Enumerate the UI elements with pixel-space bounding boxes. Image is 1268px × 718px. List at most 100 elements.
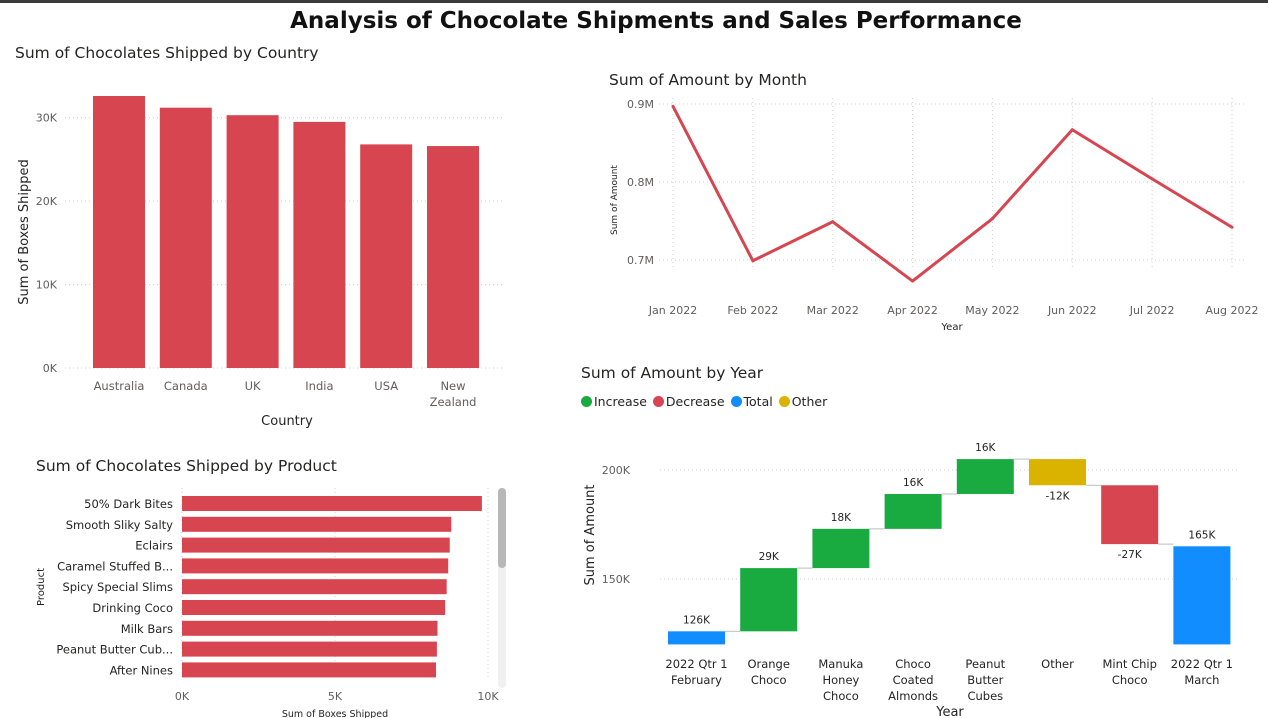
series-line (671, 105, 1233, 283)
bar (293, 121, 346, 368)
data-label: -27K (1118, 549, 1143, 561)
x-tick-label: May 2022 (965, 304, 1019, 317)
x-tick-label: Zealand (430, 395, 477, 409)
y-tick-label: 20K (36, 195, 58, 208)
product-bar-chart[interactable]: 0K 5K 10K 50% Dark Bites Smooth Sliky Salty E… (0, 480, 540, 718)
bar (182, 579, 447, 595)
x-tick-label: Aug 2022 (1206, 304, 1259, 317)
y-tick-label: 30K (36, 112, 58, 125)
year-chart-title: Sum of Amount by Year (581, 364, 764, 382)
y-tick-label: Spicy Special Slims (62, 580, 173, 594)
country-bar-chart[interactable]: 0K 10K 20K 30K Australia Canada UK India USA New Z… (0, 70, 560, 440)
x-tick-label: USA (374, 379, 398, 393)
x-tick-label: March (1184, 673, 1219, 687)
y-axis-title: Sum of Boxes Shipped (17, 159, 32, 304)
y-tick-label: 0.9M (627, 98, 654, 111)
x-axis-title: Year (940, 322, 963, 333)
product-scrollbar-thumb[interactable] (498, 488, 506, 568)
y-tick-label: 200K (602, 464, 631, 477)
bar (182, 537, 450, 553)
waterfall-bar (812, 528, 870, 569)
y-tick-label: Milk Bars (121, 622, 173, 636)
bar (159, 107, 212, 369)
y-tick-label: Peanut Butter Cub... (56, 643, 173, 657)
data-label: 16K (903, 477, 924, 489)
x-axis-title: Year (935, 705, 964, 718)
x-tick-label: Apr 2022 (887, 304, 938, 317)
product-scrollbar-track[interactable] (498, 488, 506, 688)
data-label: 29K (759, 551, 780, 563)
y-tick-label: Drinking Coco (92, 601, 173, 615)
country-chart-title: Sum of Chocolates Shipped by Country (15, 44, 319, 62)
y-tick-label: Smooth Sliky Salty (66, 518, 173, 532)
legend-dot-icon (730, 396, 742, 407)
bar (182, 620, 438, 636)
x-tick-label: New (440, 379, 465, 393)
x-tick-label: Choco (1112, 673, 1148, 687)
waterfall-bar (1029, 459, 1086, 486)
bar (182, 662, 436, 678)
bar (93, 96, 145, 368)
data-point (911, 279, 915, 283)
data-label: -12K (1045, 490, 1070, 502)
y-tick-label: Caramel Stuffed B... (57, 559, 173, 573)
data-point (751, 259, 755, 263)
y-tick-label: 150K (602, 573, 631, 586)
legend-item-other[interactable]: Other (778, 394, 827, 409)
bar (182, 558, 449, 574)
x-tick-label: Other (1041, 657, 1074, 671)
product-chart-title: Sum of Chocolates Shipped by Product (36, 457, 337, 475)
y-tick-label: 0.8M (627, 176, 654, 189)
x-tick-label: 10K (477, 690, 499, 703)
x-tick-label: Jun 2022 (1047, 304, 1097, 317)
legend-item-increase[interactable]: Increase (581, 394, 647, 409)
x-tick-label: 2022 Qtr 1 (1171, 657, 1233, 671)
x-tick-label: UK (245, 379, 261, 393)
x-axis-title: Sum of Boxes Shipped (282, 709, 388, 718)
bar (182, 516, 452, 532)
x-tick-label: 0K (175, 690, 190, 703)
waterfall-bar (956, 459, 1014, 494)
x-tick-label: Jan 2022 (648, 304, 697, 317)
x-tick-label: Coated (893, 673, 934, 687)
legend-item-decrease[interactable]: Decrease (652, 394, 725, 409)
x-tick-label: Choco (823, 689, 859, 703)
legend-dot-icon (581, 396, 592, 407)
data-point (671, 104, 675, 108)
y-axis-title: Product (36, 568, 47, 606)
x-tick-label: 2022 Qtr 1 (665, 657, 727, 671)
bar (360, 144, 413, 368)
x-tick-label: Jul 2022 (1129, 304, 1175, 317)
month-chart-title: Sum of Amount by Month (609, 71, 807, 89)
x-tick-label: Choco (895, 657, 931, 671)
legend-dot-icon (778, 396, 790, 407)
data-point (1150, 177, 1154, 181)
x-tick-label: February (671, 673, 722, 687)
x-tick-label: 5K (328, 690, 343, 703)
x-tick-label: Almonds (888, 689, 938, 703)
year-waterfall-chart[interactable]: 150K 200K 126K 2022 Qtr 1 February 29K Orange C… (560, 430, 1268, 718)
x-tick-label: Mint Chip (1103, 657, 1157, 671)
x-tick-label: Peanut (965, 657, 1005, 671)
x-tick-label: Choco (751, 673, 787, 687)
data-label: 16K (975, 442, 996, 454)
waterfall-bar (1173, 546, 1231, 645)
y-axis-title: Sum of Amount (610, 165, 620, 235)
data-point (990, 217, 994, 221)
x-tick-label: Feb 2022 (727, 304, 778, 317)
legend-item-total[interactable]: Total (730, 394, 773, 409)
bar (427, 146, 479, 368)
y-axis-title: Sum of Amount (583, 484, 598, 585)
y-tick-label: 50% Dark Bites (84, 497, 173, 511)
data-label: 18K (831, 512, 852, 524)
month-line-chart[interactable]: 0.7M 0.8M 0.9M Jan 2022 Feb 2022 Mar 2022 Apr … (560, 90, 1268, 340)
x-tick-label: Mar 2022 (807, 304, 859, 317)
waterfall-bar (740, 568, 798, 632)
x-tick-label: Australia (94, 379, 145, 393)
data-point (1070, 128, 1074, 132)
y-tick-label: 0.7M (627, 254, 654, 267)
x-tick-label: India (305, 379, 333, 393)
top-border (0, 0, 1268, 3)
y-tick-label: 0K (43, 362, 58, 375)
y-tick-label: Eclairs (135, 539, 173, 553)
